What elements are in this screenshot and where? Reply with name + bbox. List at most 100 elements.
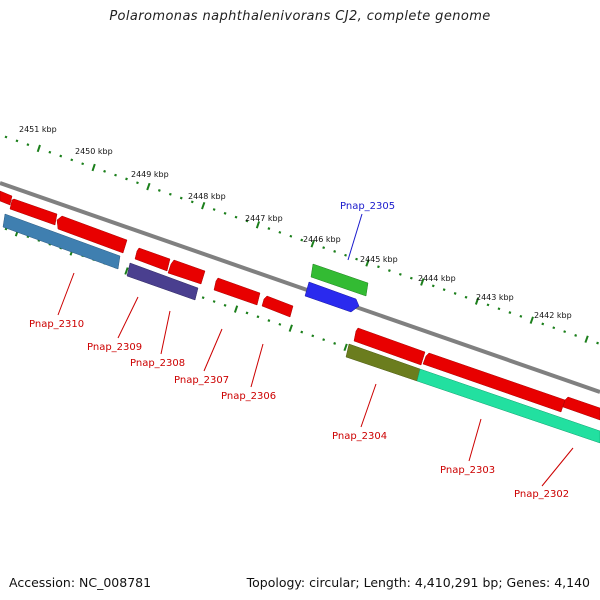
genome-backbone — [0, 181, 600, 394]
gene-label[interactable]: Pnap_2308 — [130, 358, 185, 369]
minor-tick — [322, 246, 326, 250]
minor-tick — [125, 177, 128, 181]
gene-label[interactable]: Pnap_2307 — [174, 375, 229, 386]
gene-feature[interactable] — [213, 277, 261, 306]
gene-feature[interactable] — [134, 247, 171, 272]
kbp-label: 2445 kbp — [360, 255, 398, 264]
major-tick — [288, 324, 293, 332]
minor-tick — [409, 276, 413, 280]
minor-tick — [48, 150, 52, 154]
minor-tick — [114, 173, 117, 177]
minor-tick — [333, 250, 337, 253]
minor-tick — [81, 162, 85, 166]
gene-feature[interactable] — [9, 198, 58, 226]
major-tick — [124, 267, 129, 275]
kbp-label: 2449 kbp — [131, 170, 169, 179]
kbp-label: 2444 kbp — [418, 274, 456, 283]
minor-tick — [168, 192, 172, 196]
minor-tick — [26, 143, 30, 147]
kbp-label: 2443 kbp — [476, 293, 514, 302]
minor-tick — [179, 196, 183, 200]
upper-tick-track — [4, 135, 599, 345]
kbp-label: 2448 kbp — [188, 192, 226, 201]
minor-tick — [563, 330, 567, 333]
gene-feature[interactable] — [304, 281, 360, 313]
gene-label[interactable]: Pnap_2303 — [440, 465, 495, 476]
gene-feature[interactable] — [56, 215, 128, 254]
major-tick — [420, 278, 425, 286]
minor-tick — [377, 265, 380, 269]
gene-label[interactable]: Pnap_2305 — [340, 201, 395, 212]
minor-tick — [464, 295, 468, 299]
minor-tick — [322, 338, 326, 342]
gene-label[interactable]: Pnap_2309 — [87, 342, 142, 353]
gene-feature[interactable] — [2, 213, 121, 270]
gene-feature[interactable] — [167, 259, 206, 285]
minor-tick — [344, 253, 347, 257]
minor-tick — [59, 154, 63, 158]
minor-tick — [289, 234, 293, 238]
minor-tick — [223, 303, 227, 307]
gene-feature[interactable] — [0, 190, 13, 206]
accession-label: Accession: NC_008781 — [9, 575, 152, 590]
minor-tick — [103, 169, 107, 173]
gene-feature[interactable] — [261, 295, 294, 318]
major-tick — [201, 201, 206, 210]
minor-tick — [245, 311, 249, 315]
major-tick — [146, 182, 151, 191]
minor-tick — [398, 272, 402, 276]
minor-tick — [453, 292, 457, 295]
major-tick — [529, 316, 534, 324]
minor-tick — [245, 219, 249, 223]
kbp-label: 2447 kbp — [245, 214, 283, 223]
major-tick — [365, 259, 370, 267]
minor-tick — [574, 334, 578, 337]
minor-tick — [300, 238, 304, 242]
minor-tick — [201, 296, 205, 300]
minor-tick — [442, 288, 446, 292]
minor-tick — [497, 307, 501, 311]
minor-tick — [70, 158, 74, 162]
minor-tick — [136, 181, 139, 185]
minor-tick — [157, 189, 161, 192]
minor-tick — [300, 330, 304, 334]
gene-label[interactable]: Pnap_2306 — [221, 391, 276, 402]
minor-tick — [355, 257, 358, 261]
minor-tick — [519, 314, 523, 318]
minor-tick — [278, 323, 282, 326]
major-tick — [474, 297, 480, 305]
gene-feature[interactable] — [422, 352, 566, 413]
minor-tick — [278, 231, 282, 234]
gene-feature[interactable] — [353, 327, 426, 366]
gene-feature[interactable] — [126, 262, 199, 301]
minor-tick — [552, 326, 556, 330]
gene-features — [0, 190, 600, 444]
minor-tick — [333, 342, 337, 345]
major-tick — [584, 335, 589, 343]
minor-tick — [486, 303, 490, 307]
minor-tick — [311, 334, 315, 338]
minor-tick — [212, 208, 216, 211]
minor-tick — [234, 215, 238, 219]
kbp-labels: 2451 kbp 2450 kbp 2449 kbp 2448 kbp 2447… — [19, 125, 572, 320]
gene-feature[interactable] — [562, 396, 600, 421]
minor-tick — [212, 300, 216, 303]
gene-feature[interactable] — [416, 368, 600, 444]
minor-tick — [596, 341, 599, 345]
kbp-label: 2451 kbp — [19, 125, 57, 134]
map-title: Polaromonas naphthalenivorans CJ2, compl… — [109, 9, 491, 24]
major-tick — [310, 240, 315, 248]
major-tick — [255, 221, 261, 229]
gene-feature[interactable] — [310, 263, 369, 297]
gene-label[interactable]: Pnap_2302 — [514, 489, 569, 500]
minor-tick — [190, 200, 194, 204]
minor-tick — [267, 227, 271, 230]
minor-tick — [508, 311, 512, 314]
major-tick — [36, 144, 41, 153]
gene-label[interactable]: Pnap_2310 — [29, 319, 84, 330]
minor-tick — [431, 284, 435, 288]
minor-tick — [4, 135, 8, 139]
gene-leader-lines — [57, 213, 574, 487]
gene-label[interactable]: Pnap_2304 — [332, 431, 387, 442]
